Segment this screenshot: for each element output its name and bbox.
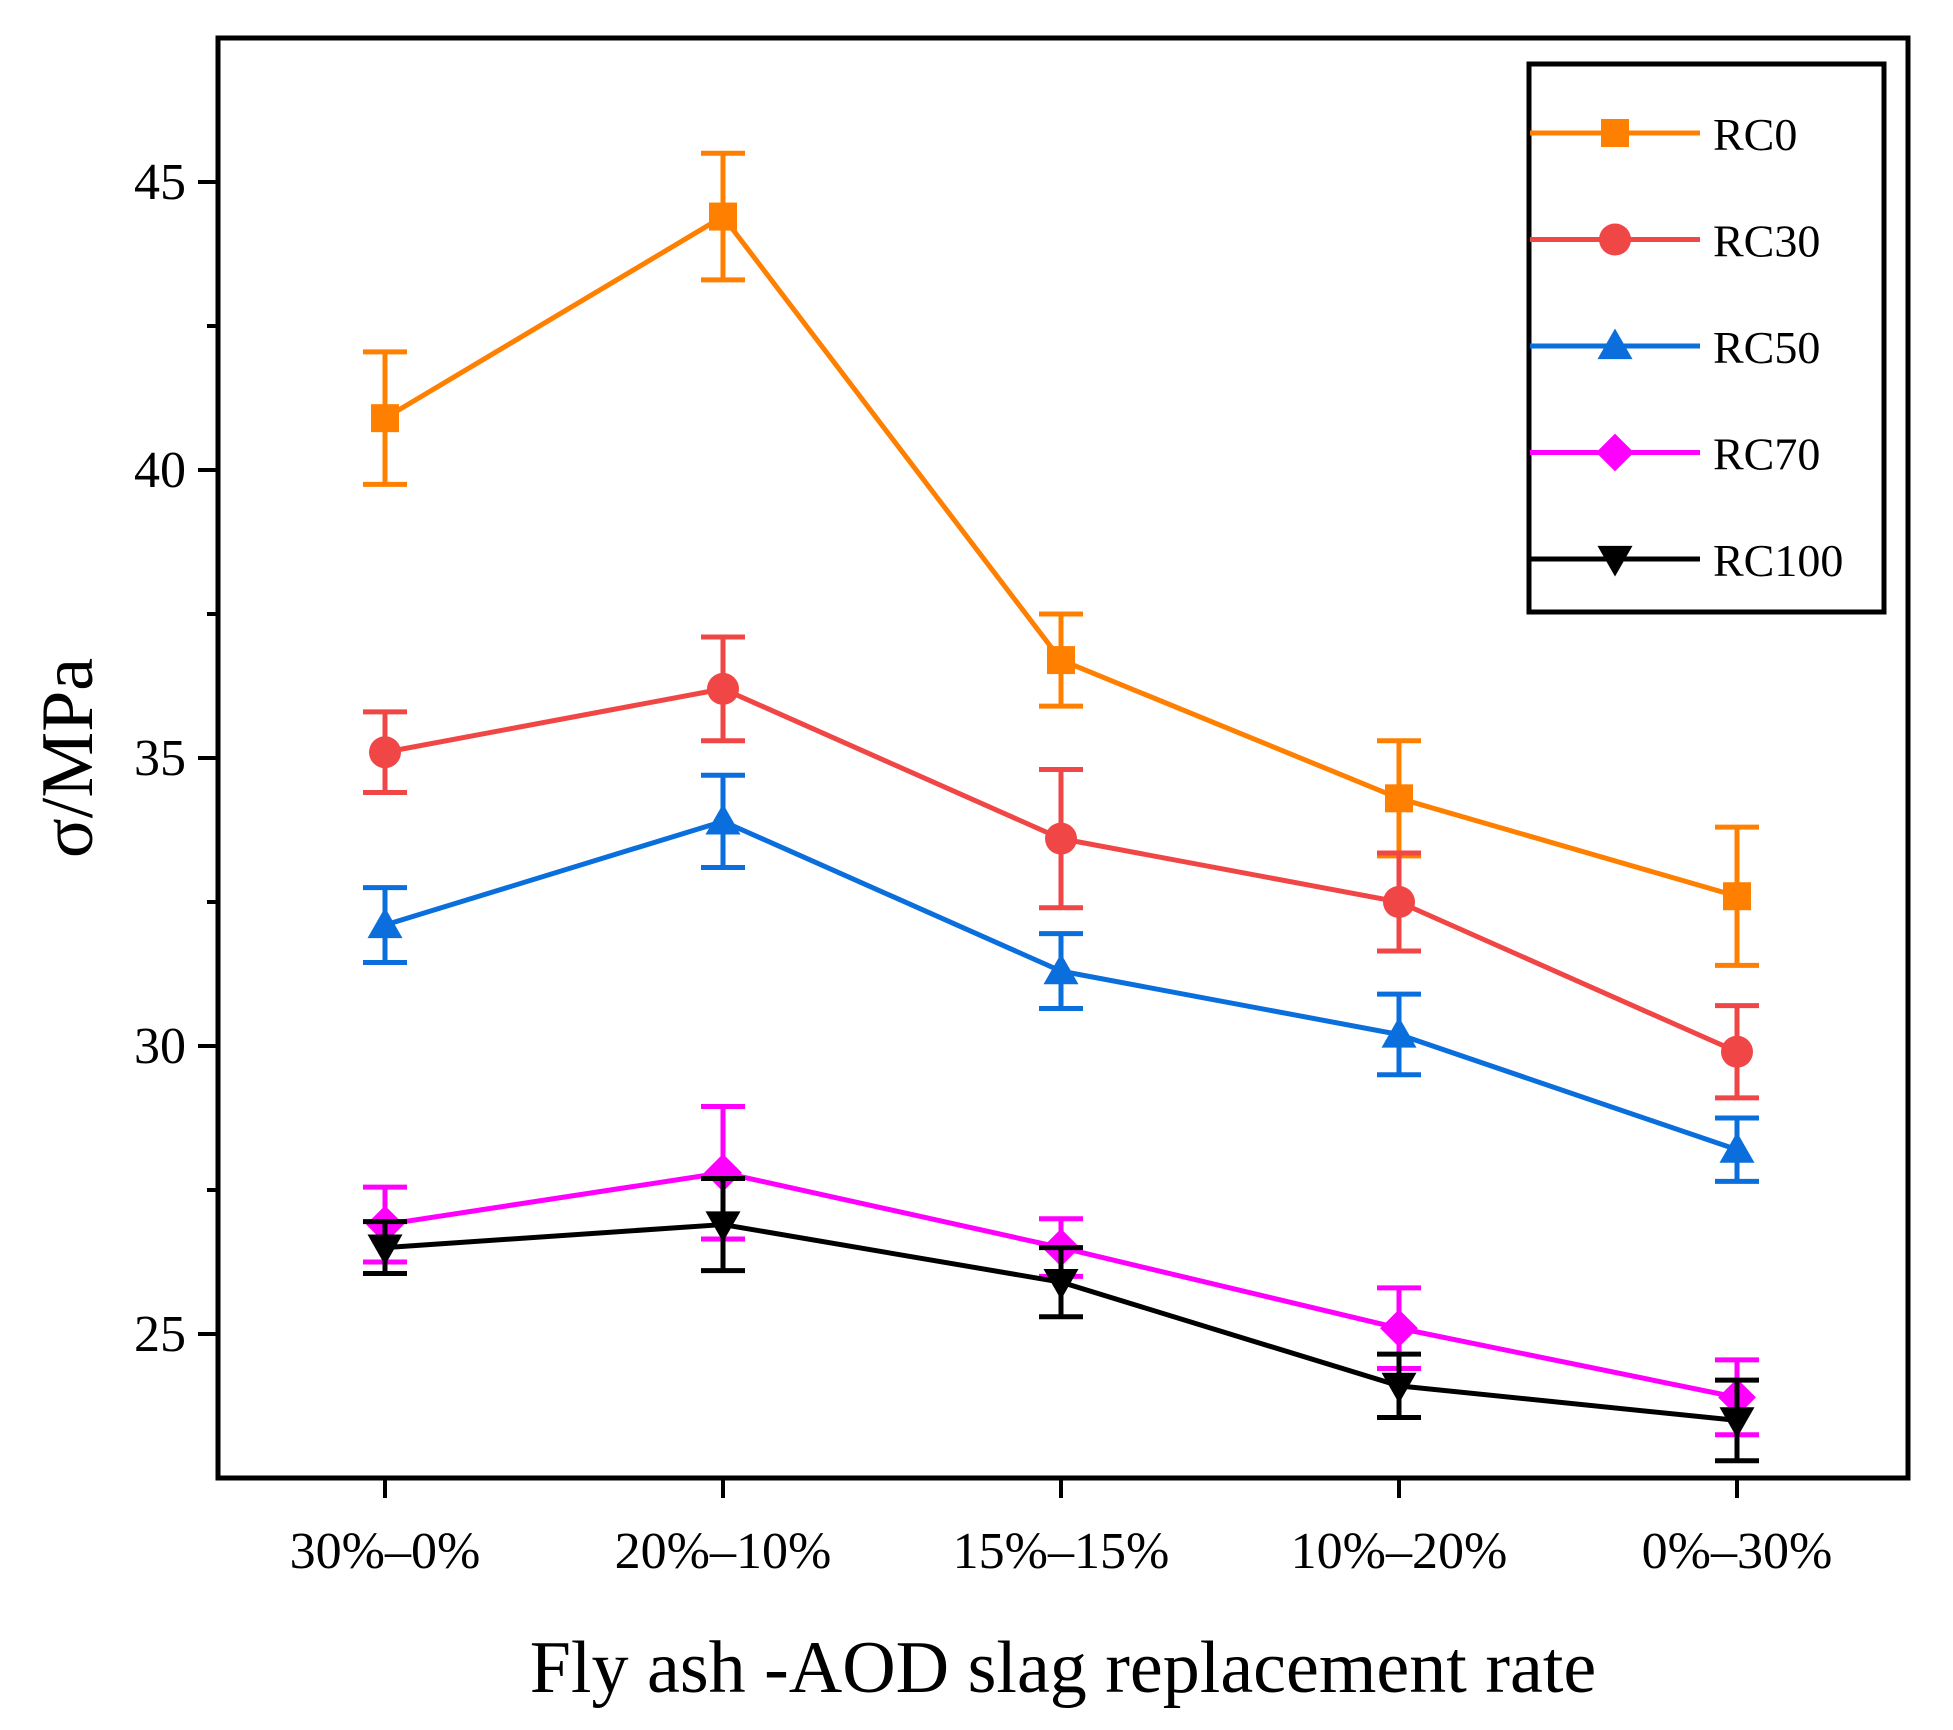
legend: RC0 RC30 RC50 RC70 RC100 bbox=[1526, 61, 1887, 615]
data-point bbox=[1043, 953, 1079, 985]
axes: 25 30 35 40 45 30%–0% 20%–10% 15%–15% 10%–20% 0%–… bbox=[134, 154, 1832, 1580]
data-point bbox=[367, 1234, 403, 1266]
legend-item-rc30: RC30 bbox=[1530, 216, 1820, 267]
data-point bbox=[705, 803, 741, 835]
x-tick-label: 15%–15% bbox=[953, 1523, 1170, 1580]
data-point bbox=[1043, 1269, 1079, 1300]
data-point bbox=[1381, 1016, 1417, 1048]
data-point bbox=[709, 202, 737, 231]
legend-marker bbox=[1601, 119, 1629, 147]
legend-marker bbox=[1597, 545, 1633, 577]
y-tick-label: 30 bbox=[134, 1018, 186, 1075]
legend-label: RC70 bbox=[1713, 429, 1820, 480]
legend-item-rc0: RC0 bbox=[1530, 109, 1797, 160]
y-tick-label: 35 bbox=[134, 730, 186, 787]
legend-label: RC30 bbox=[1713, 216, 1820, 267]
series-layer bbox=[363, 150, 1759, 1464]
y-tick-label: 40 bbox=[134, 442, 186, 499]
legend-marker bbox=[1597, 328, 1633, 360]
x-tick-label: 30%–0% bbox=[290, 1523, 481, 1580]
data-point bbox=[705, 1211, 741, 1243]
x-axis-title: Fly ash -AOD slag replacement rate bbox=[530, 1627, 1596, 1709]
data-point bbox=[369, 736, 401, 769]
y-tick-label: 25 bbox=[134, 1306, 186, 1363]
data-point bbox=[367, 907, 403, 939]
data-point bbox=[371, 404, 399, 433]
series-rc0 bbox=[363, 150, 1759, 968]
series-rc30 bbox=[363, 634, 1759, 1101]
data-point bbox=[707, 672, 739, 705]
x-tick-label: 10%–20% bbox=[1291, 1523, 1508, 1580]
data-point bbox=[1723, 882, 1751, 911]
legend-frame bbox=[1526, 61, 1887, 615]
legend-item-rc100: RC100 bbox=[1530, 535, 1843, 586]
x-tick-label: 0%–30% bbox=[1642, 1523, 1833, 1580]
legend-label: RC0 bbox=[1713, 109, 1797, 160]
legend-item-rc70: RC70 bbox=[1530, 429, 1820, 480]
legend-item-rc50: RC50 bbox=[1530, 322, 1820, 373]
series-rc100 bbox=[363, 1175, 1759, 1464]
data-point bbox=[1719, 1132, 1755, 1163]
data-point bbox=[1719, 1407, 1755, 1438]
data-point bbox=[1380, 1309, 1418, 1348]
y-tick-label: 45 bbox=[134, 154, 186, 211]
legend-marker bbox=[1599, 223, 1631, 256]
data-point bbox=[1381, 1372, 1417, 1404]
data-point bbox=[1045, 822, 1077, 855]
data-point bbox=[1047, 646, 1075, 675]
data-point bbox=[704, 1153, 742, 1192]
data-point bbox=[1383, 886, 1415, 918]
legend-label: RC50 bbox=[1713, 322, 1820, 373]
y-axis-title: σ/MPa bbox=[27, 658, 109, 858]
data-point bbox=[1385, 784, 1413, 813]
legend-label: RC100 bbox=[1713, 535, 1843, 586]
data-point bbox=[1721, 1035, 1753, 1068]
x-tick-label: 20%–10% bbox=[615, 1523, 832, 1580]
legend-marker bbox=[1596, 433, 1634, 472]
series-rc50 bbox=[363, 772, 1759, 1184]
